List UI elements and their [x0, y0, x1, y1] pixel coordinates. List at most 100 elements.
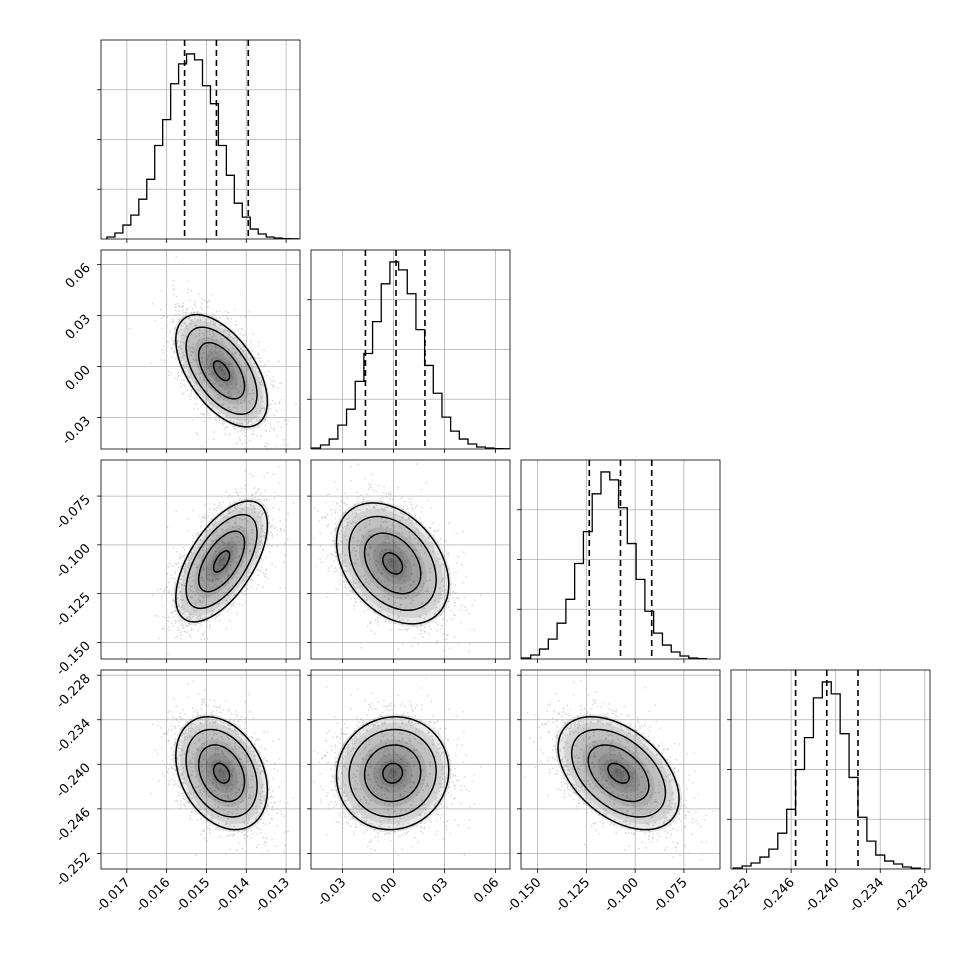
scatter-point: [448, 600, 450, 603]
scatter-point: [579, 789, 582, 792]
contour-line-0: [335, 502, 450, 625]
scatter-point: [160, 595, 163, 598]
scatter-point: [640, 791, 643, 794]
scatter-point: [395, 753, 398, 756]
scatter-point: [363, 574, 366, 576]
scatter-point: [208, 746, 211, 749]
scatter-point: [703, 819, 706, 821]
scatter-point: [422, 592, 424, 595]
density-level: [217, 768, 226, 779]
scatter-point: [283, 554, 286, 557]
scatter-point: [170, 747, 173, 749]
scatter-point: [610, 753, 612, 756]
scatter-point: [657, 781, 660, 784]
scatter-point: [638, 847, 640, 850]
scatter-point: [391, 524, 394, 527]
scatter-point: [214, 347, 217, 349]
scatter-point: [203, 638, 206, 641]
scatter-point: [339, 572, 341, 575]
scatter-point: [591, 761, 594, 764]
scatter-point: [384, 722, 387, 724]
scatter-point: [193, 300, 196, 303]
scatter-point: [208, 621, 211, 623]
scatter-point: [239, 503, 242, 506]
scatter-point: [356, 811, 359, 814]
density-level: [333, 499, 452, 627]
scatter-point: [652, 766, 654, 769]
density-level: [378, 548, 407, 579]
scatter-point: [632, 833, 635, 836]
scatter-point: [442, 772, 445, 775]
scatter-point: [368, 739, 371, 742]
scatter-point: [258, 344, 260, 347]
scatter-point: [278, 738, 280, 741]
scatter-point: [408, 715, 411, 718]
scatter-point: [393, 541, 396, 544]
scatter-point: [211, 335, 214, 338]
scatter-point: [208, 355, 210, 358]
scatter-point: [427, 590, 429, 593]
scatter-point: [387, 705, 390, 707]
scatter-point: [211, 789, 214, 792]
scatter-point: [332, 500, 334, 503]
scatter-point: [353, 513, 356, 515]
scatter-point: [268, 422, 270, 425]
scatter-point: [364, 737, 367, 739]
scatter-point: [242, 334, 245, 337]
scatter-point: [262, 836, 264, 839]
scatter-point: [185, 617, 188, 620]
scatter-point: [246, 835, 249, 838]
scatter-point: [178, 346, 181, 349]
contours: [175, 716, 269, 831]
scatter-point: [420, 687, 423, 689]
scatter-point: [190, 333, 193, 336]
contour-line-3: [212, 762, 231, 784]
scatter-point: [571, 783, 574, 785]
scatter-point: [172, 625, 175, 627]
scatter-point: [456, 597, 458, 600]
scatter-point: [386, 748, 389, 750]
density-level: [217, 365, 226, 376]
scatter-point: [172, 279, 175, 282]
scatter-point: [439, 628, 442, 631]
scatter-point: [362, 719, 365, 722]
density-level: [573, 730, 664, 816]
scatter-point: [240, 758, 242, 761]
scatter-point: [411, 520, 413, 522]
scatter-point: [339, 815, 341, 817]
scatter-point: [593, 806, 595, 808]
scatter-point: [187, 729, 190, 732]
scatter-point: [432, 534, 435, 537]
scatter-point: [366, 729, 368, 732]
scatter-point: [168, 783, 171, 786]
scatter-point: [201, 413, 204, 416]
scatter-point: [385, 492, 388, 495]
scatter-point: [428, 819, 431, 821]
scatter-point: [613, 823, 615, 826]
scatter-point: [214, 789, 216, 792]
scatter-point: [371, 692, 374, 695]
scatter-point: [277, 769, 279, 772]
scatter-point: [189, 727, 192, 730]
scatter-point: [186, 696, 189, 698]
scatter-point: [398, 532, 401, 535]
scatter-point: [566, 742, 568, 745]
scatter-point: [178, 330, 181, 333]
scatter-point: [595, 807, 598, 810]
scatter-point: [701, 853, 703, 855]
scatter-point: [240, 738, 243, 741]
scatter-point: [456, 779, 458, 782]
scatter-point: [250, 578, 253, 581]
scatter-point: [419, 830, 422, 833]
scatter-point: [190, 766, 193, 769]
scatter-point: [268, 522, 270, 524]
scatter-point: [381, 711, 384, 714]
scatter-point: [345, 795, 348, 797]
scatter-point: [628, 725, 631, 728]
scatter-point: [209, 333, 212, 336]
scatter-point: [566, 785, 569, 788]
scatter-point: [441, 562, 444, 565]
scatter-point: [183, 610, 186, 613]
scatter-point: [407, 822, 409, 825]
scatter-point: [377, 568, 380, 571]
